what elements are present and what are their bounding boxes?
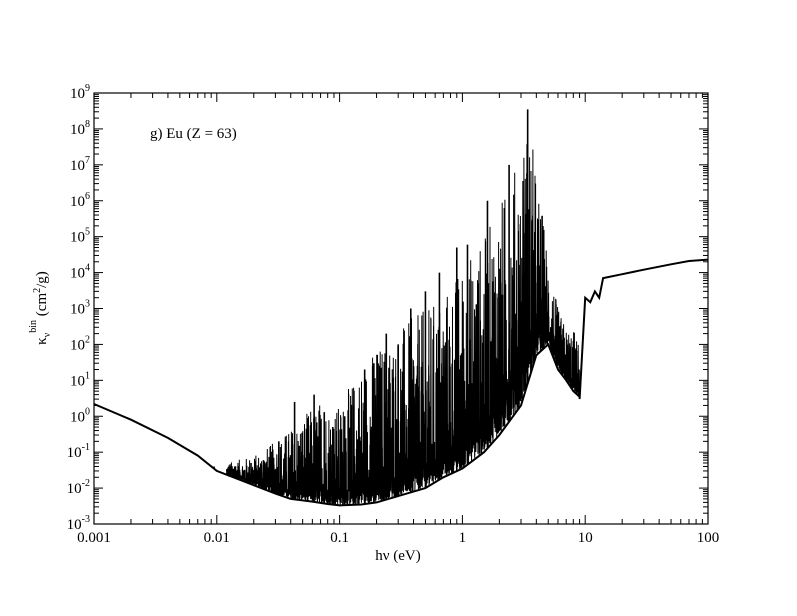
x-tick-label: 1	[459, 530, 467, 546]
y-axis-title: κνbin (cm2/g)	[28, 271, 53, 345]
x-tick-label: 100	[697, 530, 720, 546]
y-tick-label: 101	[70, 370, 90, 389]
axes-layer: 0.001 0.01 0.1 1 10 100 10-3 10-2 10-1 100 101 102 1…	[67, 83, 720, 546]
x-axis-title: hν (eV)	[375, 548, 421, 564]
y-tick-label: 105	[70, 227, 90, 246]
y-tick-label: 10-1	[67, 442, 90, 461]
y-tick-label: 106	[70, 191, 90, 210]
y-axis-symbol: κ	[34, 337, 50, 345]
chart-annotation: g) Eu (Z = 63)	[150, 126, 237, 142]
x-tick-label: 0.1	[330, 530, 349, 546]
y-tick-label: 102	[70, 334, 90, 353]
y-tick-label: 107	[70, 155, 90, 174]
y-axis-units-end: /g)	[34, 271, 50, 288]
x-tick-label: 0.01	[204, 530, 230, 546]
y-axis-units: (cm	[34, 293, 50, 317]
y-axis-units-exp: 2	[32, 288, 43, 293]
y-tick-label: 10-2	[67, 478, 90, 497]
y-axis-superscript: bin	[28, 320, 39, 333]
y-tick-label: 100	[70, 406, 90, 425]
y-tick-label: 109	[70, 83, 90, 102]
y-tick-label: 10-3	[67, 514, 90, 533]
y-axis-subscript: ν	[42, 332, 53, 337]
x-tick-label: 0.001	[77, 530, 111, 546]
high-energy-line	[578, 258, 709, 400]
y-tick-label: 104	[70, 263, 90, 282]
continuum-line	[93, 342, 581, 507]
svg-text:κνbin (cm2/g): κνbin (cm2/g)	[28, 271, 53, 345]
plot-layer	[93, 109, 709, 507]
x-tick-label: 10	[578, 530, 593, 546]
y-tick-label: 108	[70, 119, 90, 138]
line-forest	[226, 144, 581, 506]
y-tick-label: 103	[70, 299, 90, 318]
